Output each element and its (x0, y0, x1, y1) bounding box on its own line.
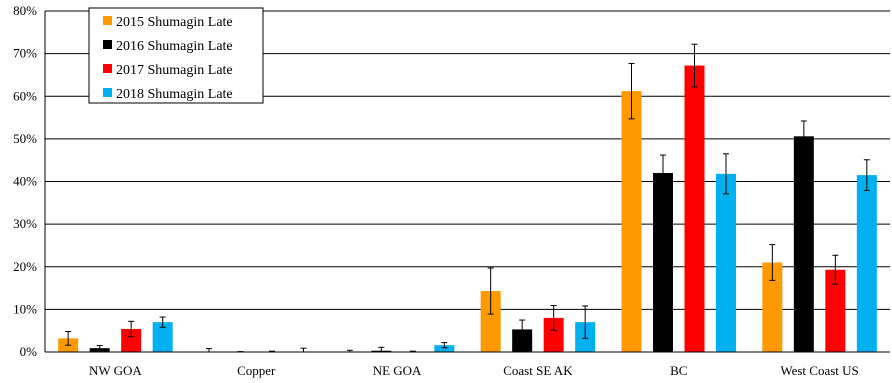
x-tick-label: Copper (237, 363, 276, 378)
legend-label: 2016 Shumagin Late (116, 39, 233, 54)
y-tick-label: 0% (20, 344, 38, 359)
y-tick-label: 20% (13, 259, 37, 274)
y-tick-label: 70% (13, 46, 37, 61)
legend-swatch (103, 40, 112, 49)
legend-label: 2017 Shumagin Late (116, 63, 233, 78)
x-tick-label: BC (670, 363, 687, 378)
legend-label: 2018 Shumagin Late (116, 87, 233, 102)
y-tick-label: 30% (13, 216, 37, 231)
legend: 2015 Shumagin Late 2016 Shumagin Late 2017… (89, 8, 263, 103)
legend-swatch (103, 64, 112, 73)
y-tick-label: 10% (13, 301, 37, 316)
bar (685, 66, 705, 352)
x-tick-label: NE GOA (373, 363, 422, 378)
bar (653, 173, 673, 352)
error-bar (301, 348, 307, 352)
y-tick-label: 40% (13, 174, 37, 189)
legend-swatch (103, 88, 112, 97)
x-tick-label: Coast SE AK (503, 363, 573, 378)
bar (794, 136, 814, 352)
legend-label: 2015 Shumagin Late (116, 15, 233, 30)
legend-swatch (103, 16, 112, 25)
x-tick-label: West Coast US (780, 363, 858, 378)
y-tick-label: 50% (13, 131, 37, 146)
y-axis-ticks: 0% 10% 20% 30% 40% 50% 60% 70% 80% (13, 3, 37, 359)
y-tick-label: 80% (13, 3, 37, 18)
y-tick-label: 60% (13, 88, 37, 103)
bar (716, 174, 736, 352)
error-bar (206, 349, 212, 352)
x-tick-label: NW GOA (89, 363, 142, 378)
bar (857, 175, 877, 352)
bar (622, 91, 642, 352)
